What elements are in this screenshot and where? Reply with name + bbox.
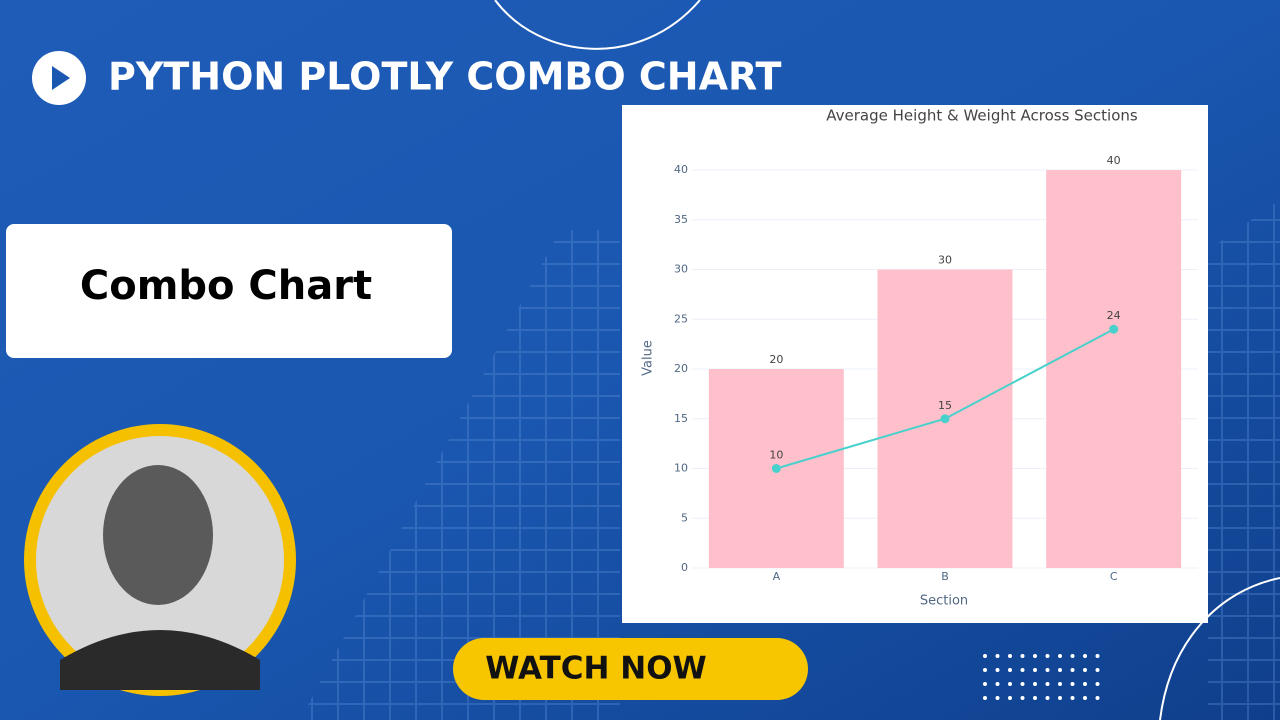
x-tick-label: A: [773, 570, 781, 583]
dot: [1033, 654, 1037, 658]
dot: [1095, 682, 1100, 686]
y-tick-label: 20: [674, 362, 688, 375]
dot: [1070, 682, 1075, 686]
dot: [983, 668, 987, 672]
dot: [1083, 668, 1087, 672]
dot-grid: [983, 654, 1100, 700]
dot: [983, 682, 987, 686]
x-axis-label: Section: [920, 594, 968, 609]
line-point: [1109, 324, 1119, 334]
dot: [1058, 682, 1062, 686]
dot: [1045, 668, 1050, 672]
dot: [1095, 654, 1100, 658]
bar-value-label: 30: [938, 254, 952, 267]
dot: [1008, 682, 1012, 686]
y-tick-label: 35: [674, 213, 688, 226]
building: [300, 230, 620, 720]
y-axis-label: Value: [641, 340, 656, 376]
building: [1208, 200, 1280, 720]
bar-value-label: 20: [769, 353, 783, 366]
deco-arc: [1159, 577, 1280, 721]
dot: [995, 654, 1000, 658]
dot: [995, 682, 1000, 686]
dot: [1045, 654, 1050, 658]
dot: [1070, 696, 1075, 700]
y-tick-label: 25: [674, 312, 688, 325]
x-tick-label: C: [1110, 570, 1118, 583]
play-triangle: [52, 66, 70, 90]
dot: [1033, 682, 1037, 686]
dot: [1008, 668, 1012, 672]
watch-button[interactable]: [453, 638, 808, 700]
dot: [1070, 654, 1075, 658]
y-tick-label: 10: [674, 462, 688, 475]
dot: [1058, 654, 1062, 658]
dot: [1045, 682, 1050, 686]
dot: [1070, 668, 1075, 672]
y-tick-label: 30: [674, 263, 688, 276]
chart-title: Average Height & Weight Across Sections: [826, 107, 1138, 125]
y-tick-label: 15: [674, 412, 688, 425]
dot: [983, 696, 987, 700]
watch-button-text[interactable]: WATCH NOW: [485, 651, 707, 687]
header-title: PYTHON PLOTLY COMBO CHART: [108, 55, 782, 99]
bar: [1046, 170, 1182, 568]
dot: [1045, 696, 1050, 700]
card: [6, 224, 452, 358]
dot: [1033, 696, 1037, 700]
dot: [1058, 668, 1062, 672]
dot: [995, 696, 1000, 700]
line-point: [940, 414, 950, 424]
line-point: [771, 464, 781, 473]
dot: [983, 654, 987, 658]
line-value-label: 15: [938, 399, 952, 412]
y-tick-label: 5: [681, 511, 688, 524]
line-value-label: 10: [769, 449, 783, 462]
dot: [1008, 696, 1012, 700]
dot: [1008, 654, 1012, 658]
dot: [1020, 696, 1025, 700]
line-value-label: 24: [1107, 309, 1121, 322]
x-tick-label: B: [941, 570, 949, 583]
dot: [1095, 696, 1100, 700]
deco-arc: [494, 0, 701, 50]
dot: [995, 668, 1000, 672]
dot: [1083, 682, 1087, 686]
dot: [1020, 668, 1025, 672]
card-text: Combo Chart: [80, 263, 372, 309]
bar-value-label: 40: [1107, 154, 1121, 167]
avatar-face: [103, 465, 213, 605]
dot: [1083, 696, 1087, 700]
dot: [1020, 682, 1025, 686]
dot: [1095, 668, 1100, 672]
dot: [1058, 696, 1062, 700]
avatar-body: [60, 630, 260, 690]
dot: [1033, 668, 1037, 672]
chart: Average Height & Weight Across Sections …: [641, 107, 1198, 609]
dot: [1083, 654, 1087, 658]
y-tick-label: 40: [674, 163, 688, 176]
dot: [1020, 654, 1025, 658]
y-tick-label: 0: [681, 561, 688, 574]
